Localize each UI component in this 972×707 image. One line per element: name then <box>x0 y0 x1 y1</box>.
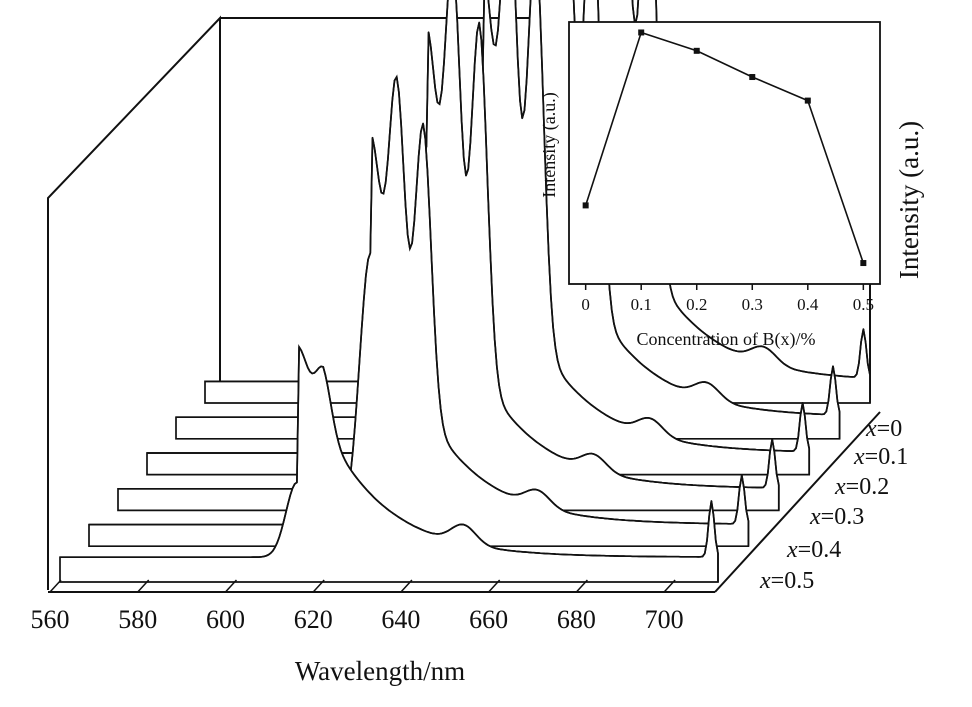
x-tick-label: 660 <box>469 605 508 634</box>
inset-plot-frame <box>568 21 881 285</box>
x-tick-mark <box>400 579 413 593</box>
inset-x-tick-label: 0.5 <box>853 295 874 314</box>
inset-data-point <box>860 260 867 267</box>
inset-data-point <box>693 47 700 54</box>
x-tick-mark <box>312 579 325 593</box>
x-tick-mark <box>224 579 238 593</box>
inset-data-point <box>638 29 645 36</box>
x-tick-label: 620 <box>294 605 333 634</box>
inset-x-tick-label: 0.2 <box>686 295 707 314</box>
frame-diagonal-right <box>714 411 881 593</box>
inset-x-tick-label: 0.4 <box>797 295 819 314</box>
inset-chart: 0 0.1 0.2 0.3 0.4 0.5 Concentration of B(x)/%… <box>539 21 881 350</box>
spectra-series: x=0x=0.1 x=0.2 x=0.3 x=0.4 x=0.5 <box>59 0 908 594</box>
series-label-x=0.5: x=0.5 <box>759 568 814 594</box>
x-tick-label: 680 <box>557 605 596 634</box>
series-label-x=0.1: x=0.1 <box>853 444 908 470</box>
x-tick-mark <box>575 579 588 593</box>
inset-x-tick-label: 0.1 <box>631 295 652 314</box>
inset-x-axis: 0 0.1 0.2 0.3 0.4 0.5 <box>581 284 874 314</box>
series-label-x=0: x=0 <box>865 416 902 442</box>
inset-data-point <box>804 97 811 104</box>
x-tick-mark <box>663 579 676 593</box>
spectrum-x=0.4 <box>88 74 750 548</box>
spectrum-line-x=0.3 <box>118 0 780 511</box>
inset-x-tick-label: 0.3 <box>742 295 763 314</box>
x-tick-label: 560 <box>31 605 70 634</box>
inset-y-axis-title: Intensity (a.u.) <box>539 92 560 197</box>
spectrum-x=0.5 <box>59 344 719 583</box>
inset-x-tick-label: 0 <box>581 295 590 314</box>
spectrum-x=0.3 <box>117 0 780 512</box>
series-label-x=0.3: x=0.3 <box>809 504 864 530</box>
spectrum-line-x=0.4 <box>89 76 750 547</box>
inset-data-point <box>749 74 756 81</box>
inset-series <box>582 29 867 267</box>
x-tick-mark <box>137 579 150 593</box>
x-axis: 560 580 600 620 640 660 680 700 <box>31 579 715 634</box>
y-axis-title: Intensity (a.u.) <box>894 121 924 279</box>
x-tick-label: 640 <box>381 605 420 634</box>
x-tick-mark <box>488 579 501 593</box>
spectrum-line-x=0.5 <box>60 346 719 582</box>
x-tick-label: 580 <box>118 605 157 634</box>
frame-left-edge <box>47 15 221 590</box>
inset-series-line <box>584 31 865 264</box>
series-label-x=0.2: x=0.2 <box>834 474 889 500</box>
x-tick-label: 700 <box>645 605 684 634</box>
inset-x-axis-title: Concentration of B(x)/% <box>637 329 816 350</box>
x-axis-title: Wavelength/nm <box>295 656 465 686</box>
x-tick-label: 600 <box>206 605 245 634</box>
x-tick-mark <box>49 579 62 593</box>
inset-data-point <box>582 202 589 209</box>
series-label-x=0.4: x=0.4 <box>786 537 841 563</box>
